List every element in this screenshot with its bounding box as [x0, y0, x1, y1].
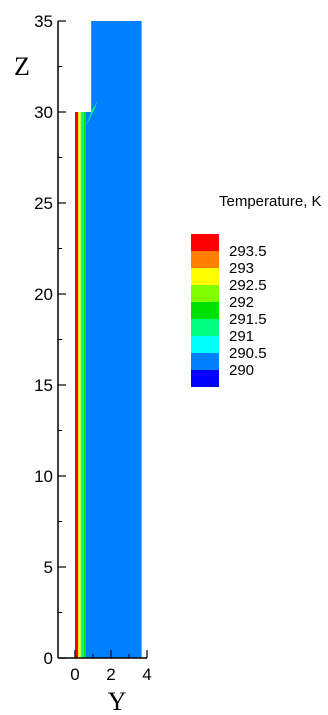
legend-swatch-0: [191, 234, 219, 251]
legend-swatch-4: [191, 302, 219, 319]
z-axis-title: Z: [14, 52, 30, 81]
legend-label-5: 291: [229, 328, 254, 345]
field-band-4: [85, 21, 142, 658]
y-tick-label-0: 0: [70, 665, 79, 684]
contour-field: [75, 21, 142, 658]
legend-label-2: 292.5: [229, 277, 267, 294]
domain-notch: [75, 21, 92, 112]
y-axis-title: Y: [108, 687, 127, 715]
legend-label-3: 292: [229, 294, 254, 311]
field-band-3: [83, 112, 86, 658]
legend-swatch-8: [191, 370, 219, 387]
z-tick-label-5: 5: [44, 558, 53, 577]
legend-swatch-6: [191, 336, 219, 353]
legend-label-4: 291.5: [229, 311, 267, 328]
legend-label-0: 293.5: [229, 243, 267, 260]
z-tick-label-10: 10: [34, 467, 53, 486]
legend-swatch-5: [191, 319, 219, 336]
z-tick-label-30: 30: [34, 103, 53, 122]
z-tick-label-15: 15: [34, 376, 53, 395]
legend-label-7: 290: [229, 362, 254, 379]
field-band-1: [78, 112, 81, 658]
legend-label-1: 293: [229, 260, 254, 277]
legend-swatch-2: [191, 268, 219, 285]
tick-marks: 0 5 10 15 20 25 30 35 0 2 4: [34, 12, 152, 684]
y-tick-label-2: 2: [106, 665, 115, 684]
z-tick-label-25: 25: [34, 194, 53, 213]
z-tick-label-0: 0: [44, 649, 53, 668]
legend: Temperature, K 293.5293292.5292291.52912…: [191, 193, 322, 387]
legend-swatch-7: [191, 353, 219, 370]
field-band-2: [80, 112, 84, 658]
legend-swatch-1: [191, 251, 219, 268]
field-band-0: [75, 112, 79, 658]
legend-label-6: 290.5: [229, 345, 267, 362]
legend-title: Temperature, K: [219, 193, 322, 210]
plume-wisp: [85, 101, 98, 127]
z-tick-label-20: 20: [34, 285, 53, 304]
legend-swatch-3: [191, 285, 219, 302]
y-tick-label-4: 4: [142, 665, 151, 684]
z-tick-label-35: 35: [34, 12, 53, 31]
